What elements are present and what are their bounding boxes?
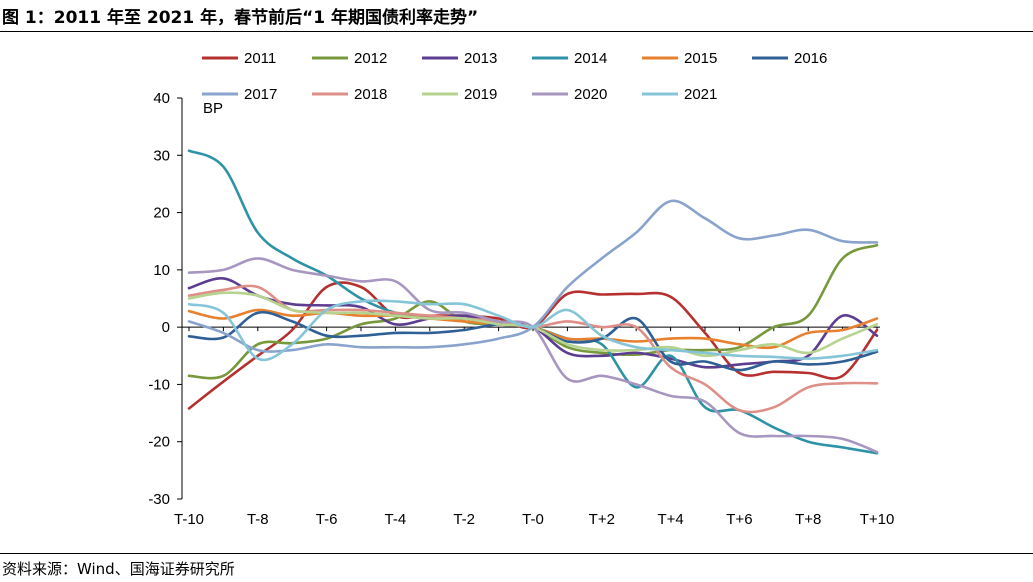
x-tick-label: T-8 xyxy=(247,511,269,528)
y-tick-label: 40 xyxy=(153,90,170,107)
line-chart: -30 -20 -10 0 10 20 30 40 T-10 T-8 T-6 T-4 T-2 T-0 T+2… xyxy=(148,50,894,528)
legend-label-2011: 2011 xyxy=(244,50,276,67)
y-tick-label: 10 xyxy=(153,262,170,279)
legend-label-2012: 2012 xyxy=(354,50,387,67)
series-line-2016 xyxy=(187,310,879,372)
legend-label-2016: 2016 xyxy=(794,50,827,67)
series-group xyxy=(187,149,879,455)
legend-label-2020: 2020 xyxy=(574,86,607,103)
y-tick-label: 20 xyxy=(153,205,170,222)
source-note: 资料来源：Wind、国海证券研究所 xyxy=(2,560,235,578)
x-tick-label: T+10 xyxy=(860,511,895,528)
source-rule xyxy=(0,553,1033,554)
title-rule xyxy=(0,31,1033,32)
y-tick-label: 30 xyxy=(153,147,170,164)
legend-label-2019: 2019 xyxy=(464,86,497,103)
x-tick-label: T+6 xyxy=(726,511,752,528)
y-tick-label: -10 xyxy=(148,376,170,393)
series-line-2013 xyxy=(187,277,879,369)
x-tick-label: T-4 xyxy=(385,511,407,528)
x-tick-label: T+4 xyxy=(657,511,683,528)
series-line-2012 xyxy=(187,243,879,380)
x-tick-label: T+8 xyxy=(795,511,821,528)
legend-label-2017: 2017 xyxy=(244,86,277,103)
x-tick-label: T-6 xyxy=(316,511,338,528)
x-tick-label: T-10 xyxy=(174,511,204,528)
legend-label-2018: 2018 xyxy=(354,86,387,103)
legend-label-2013: 2013 xyxy=(464,50,497,67)
legend-label-2015: 2015 xyxy=(684,50,717,67)
y-axis-label: BP xyxy=(203,100,223,117)
x-tick-label: T-2 xyxy=(453,511,475,528)
y-tick-label: -30 xyxy=(148,491,170,508)
y-tick-label: 0 xyxy=(162,319,170,336)
series-line-2021 xyxy=(187,299,879,362)
legend-label-2021: 2021 xyxy=(684,86,717,103)
y-tick-label: -20 xyxy=(148,434,170,451)
legend-label-2014: 2014 xyxy=(574,50,607,67)
axes-group: -30 -20 -10 0 10 20 30 40 T-10 T-8 T-6 T-4 T-2 T-0 T+2… xyxy=(148,90,894,528)
x-tick-label: T-0 xyxy=(522,511,544,528)
legend: 2011 2012 2013 2014 2015 2016 2017 2018 2019 2020… xyxy=(202,50,827,103)
x-tick-label: T+2 xyxy=(589,511,615,528)
series-line-2020 xyxy=(187,257,879,454)
figure-title: 图 1：2011 年至 2021 年，春节前后“1 年期国债利率走势” xyxy=(2,8,479,28)
